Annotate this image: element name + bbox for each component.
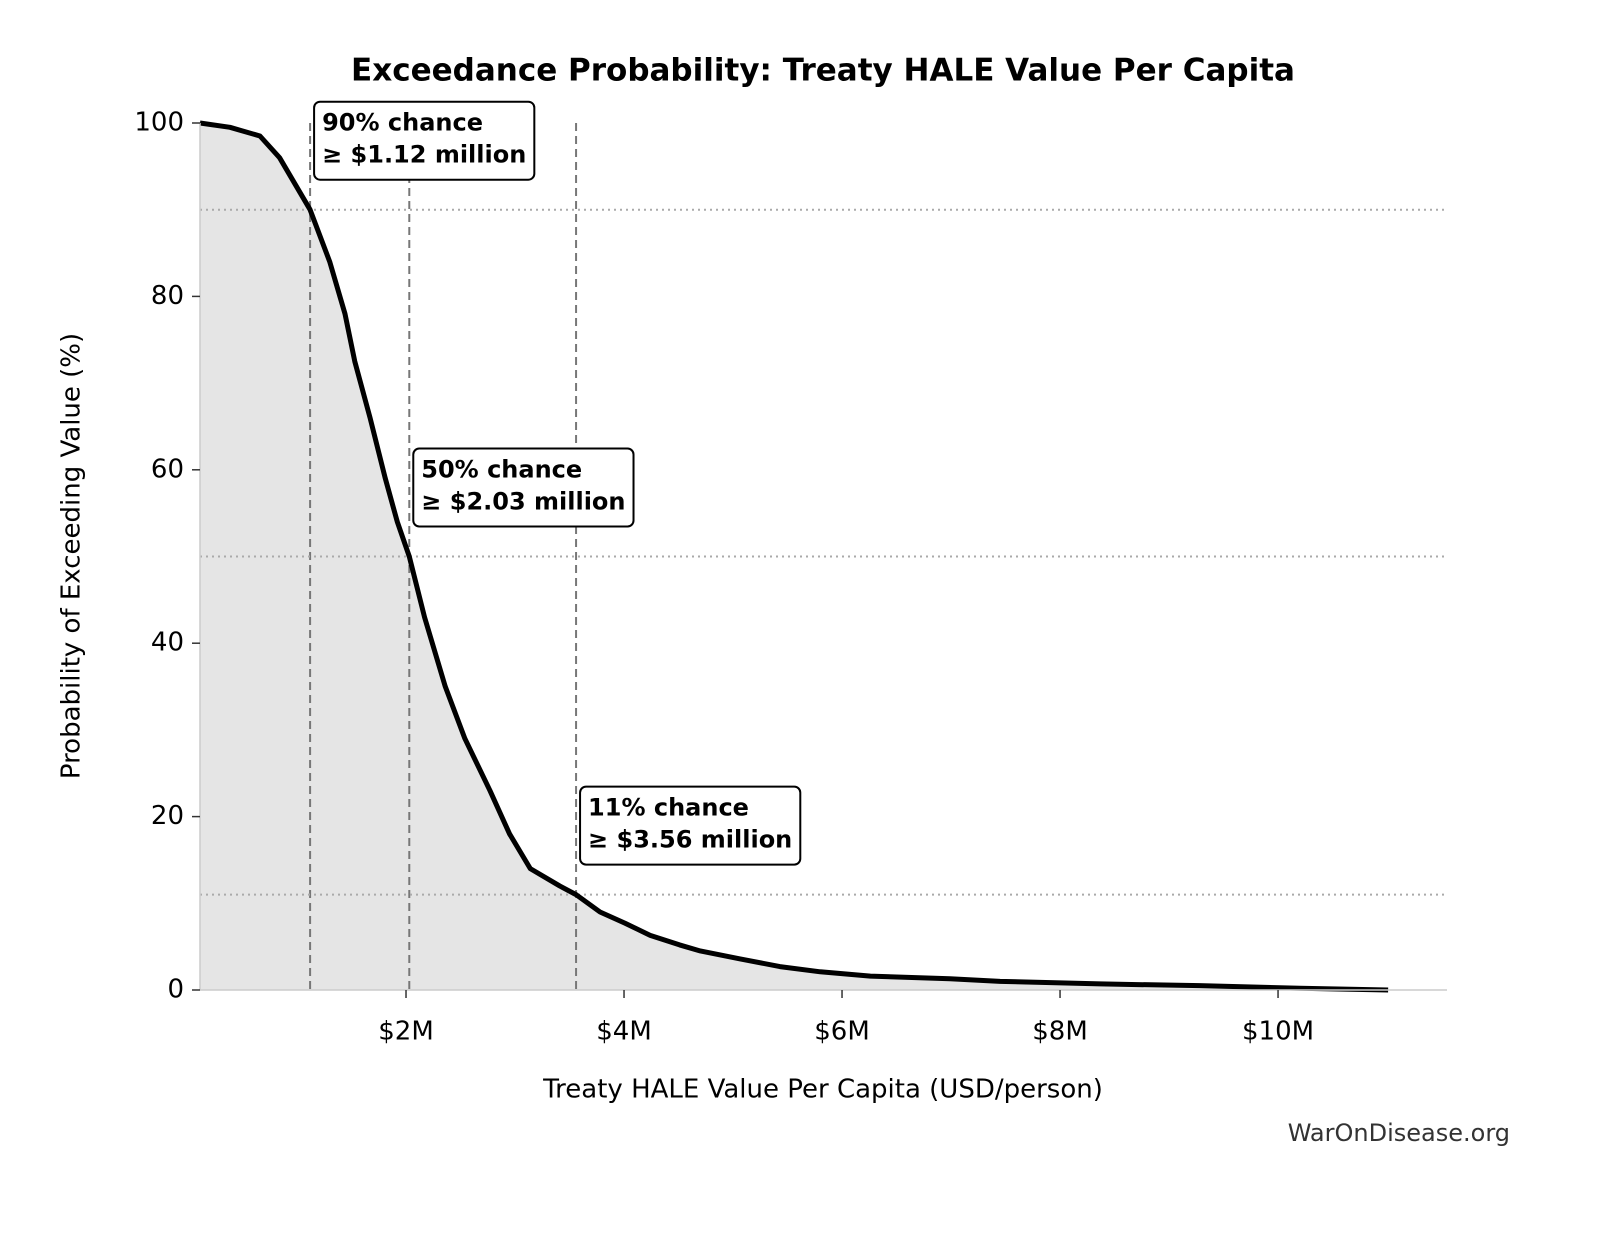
y-tick-label: 80 (151, 281, 184, 311)
chart-title: Exceedance Probability: Treaty HALE Valu… (351, 53, 1295, 89)
y-tick-label: 0 (167, 975, 184, 1005)
annotation-text: ≥ $3.56 million (588, 826, 792, 854)
annotation-box (412, 447, 635, 528)
annotation-text: 90% chance (322, 109, 483, 137)
y-axis-label: Probability of Exceeding Value (%) (57, 333, 87, 779)
annotation-box (579, 785, 802, 866)
x-axis-label: Treaty HALE Value Per Capita (USD/person… (542, 1075, 1103, 1105)
annotation-text: 11% chance (588, 794, 749, 822)
y-tick-label: 40 (151, 628, 184, 658)
annotation-text: 50% chance (421, 456, 582, 484)
y-tick-label: 60 (151, 454, 184, 484)
annotation-text: ≥ $2.03 million (421, 488, 625, 516)
x-tick-label: $10M (1242, 1017, 1314, 1047)
annotation: 11% chance ≥ $3.56 million (579, 785, 802, 866)
y-tick-label: 100 (134, 108, 184, 138)
annotation: 90% chance ≥ $1.12 million (313, 100, 536, 181)
x-tick-label: $4M (596, 1017, 652, 1047)
curve-line (199, 120, 1389, 993)
annotation: 50% chance ≥ $2.03 million (412, 447, 635, 528)
annotation-box (313, 100, 536, 181)
x-tick-label: $2M (378, 1017, 434, 1047)
x-tick-label: $8M (1032, 1017, 1088, 1047)
x-tick-label: $6M (814, 1017, 870, 1047)
y-tick-label: 20 (151, 801, 184, 831)
annotation-text: ≥ $1.12 million (322, 141, 526, 169)
footer: WarOnDisease.org (1288, 1119, 1510, 1147)
area-fill (200, 123, 1389, 990)
